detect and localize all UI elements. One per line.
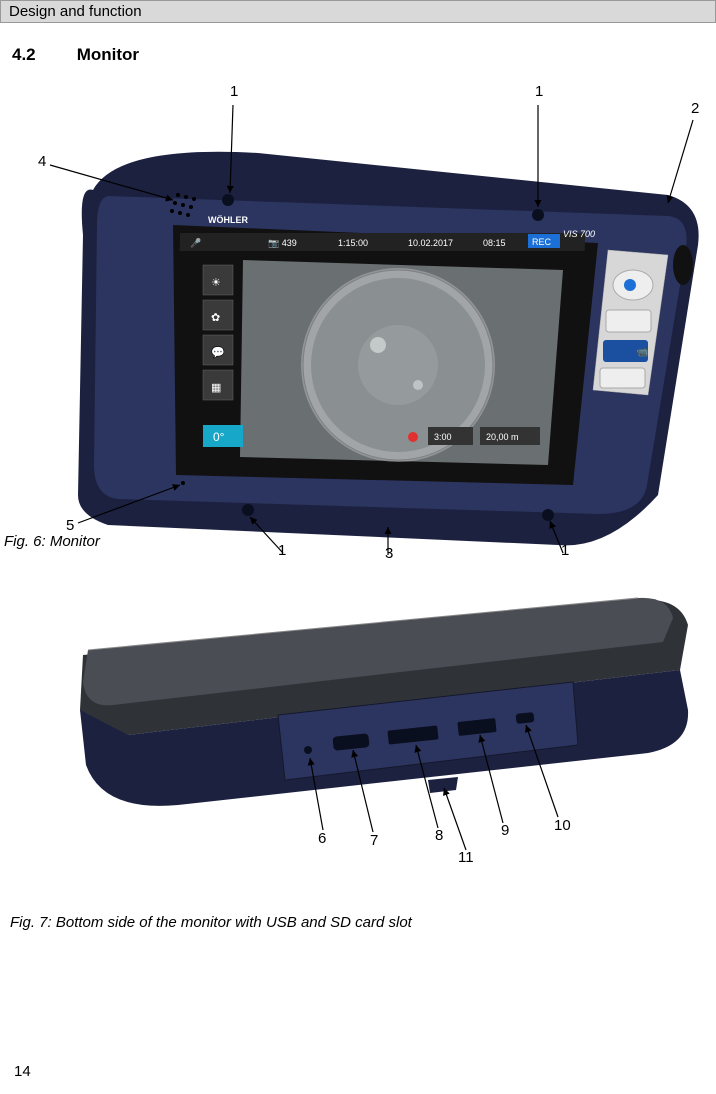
page-number: 14 bbox=[14, 1063, 31, 1080]
callout-4: 4 bbox=[38, 153, 46, 170]
header-title: Design and function bbox=[9, 3, 142, 20]
status-clock: 08:15 bbox=[483, 238, 506, 248]
brand-text: WÖHLER bbox=[208, 215, 248, 225]
status-time: 1:15:00 bbox=[338, 238, 368, 248]
status-photo: 📷 439 bbox=[268, 238, 297, 248]
callout-5: 5 bbox=[66, 517, 74, 534]
arrow-11 bbox=[444, 788, 466, 850]
section-title: 4.2 Monitor bbox=[12, 45, 716, 65]
callout-1-top-right: 1 bbox=[535, 83, 543, 100]
callout-3: 3 bbox=[385, 545, 393, 562]
section-number: 4.2 bbox=[12, 45, 72, 65]
callout-2: 2 bbox=[691, 100, 699, 117]
section-name: Monitor bbox=[77, 45, 139, 64]
callout-8: 8 bbox=[435, 827, 443, 844]
callout-6: 6 bbox=[318, 830, 326, 847]
model-text: VIS 700 bbox=[563, 229, 595, 239]
callout-1-bottom-right: 1 bbox=[561, 542, 569, 559]
callout-1-top-left: 1 bbox=[230, 83, 238, 100]
monitor-device: 🎤 📷 439 1:15:00 10.02.2017 08:15 REC WÖH… bbox=[78, 152, 699, 546]
svg-text:💬: 💬 bbox=[211, 346, 225, 359]
svg-text:▦: ▦ bbox=[211, 382, 221, 394]
arrow-2 bbox=[668, 120, 693, 203]
svg-text:✿: ✿ bbox=[211, 312, 220, 324]
status-mic: 🎤 bbox=[190, 237, 201, 248]
port-usb-c-icon bbox=[516, 712, 535, 724]
figure-6: 🎤 📷 439 1:15:00 10.02.2017 08:15 REC WÖH… bbox=[8, 65, 708, 555]
port-reset-icon bbox=[304, 746, 312, 754]
callout-10: 10 bbox=[554, 817, 571, 834]
figure-7-svg bbox=[8, 570, 708, 870]
figure-7-caption: Fig. 7: Bottom side of the monitor with … bbox=[10, 914, 716, 931]
callout-11: 11 bbox=[458, 849, 474, 866]
rec-dot-icon bbox=[408, 432, 418, 442]
svg-text:☀: ☀ bbox=[211, 277, 221, 289]
svg-text:📹: 📹 bbox=[636, 346, 648, 358]
header-bar: Design and function bbox=[0, 0, 716, 23]
callout-7: 7 bbox=[370, 832, 378, 849]
status-rec: REC bbox=[532, 237, 552, 247]
callout-1-bottom-left: 1 bbox=[278, 542, 286, 559]
dur-text: 3:00 bbox=[434, 432, 452, 442]
figure-6-svg: 🎤 📷 439 1:15:00 10.02.2017 08:15 REC WÖH… bbox=[8, 65, 708, 555]
figure-7: 6 7 8 9 10 11 bbox=[8, 570, 708, 910]
deg-text: 0° bbox=[213, 430, 225, 444]
status-date: 10.02.2017 bbox=[408, 238, 453, 248]
dist-text: 20,00 m bbox=[486, 432, 519, 442]
callout-9: 9 bbox=[501, 822, 509, 839]
